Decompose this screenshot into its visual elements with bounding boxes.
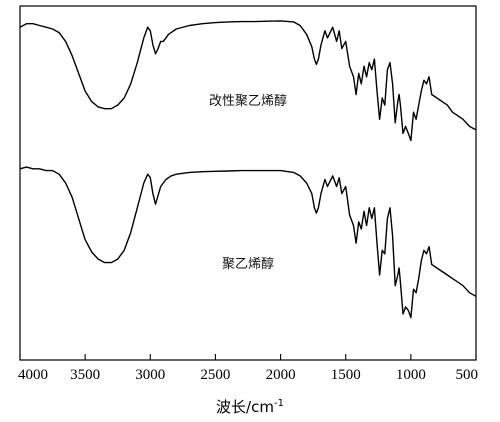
spectrum-traces [19,20,477,319]
series-label-modified-pva: 改性聚乙烯醇 [209,93,287,109]
x-axis-ticks: 4000 3500 3000 2500 2000 1500 1000 500 [18,354,478,383]
x-tick-label-500: 500 [456,367,479,383]
x-axis-label-superscript: -1 [274,398,284,409]
x-axis-label-text: 波长/cm [216,398,274,416]
x-tick-label-3000: 3000 [135,367,165,383]
x-tick-label-4000: 4000 [18,367,48,383]
x-axis-label: 波长/cm-1 [216,398,284,416]
x-tick-label-2500: 2500 [200,367,230,383]
trace-modified-pva [19,20,477,142]
trace-pva [19,166,477,319]
series-label-pva: 聚乙烯醇 [222,256,274,272]
plot-frame [19,5,477,361]
x-tick-label-1000: 1000 [396,367,426,383]
x-tick-label-2000: 2000 [266,367,296,383]
x-tick-label-1500: 1500 [331,367,361,383]
series-labels: 改性聚乙烯醇 聚乙烯醇 [209,93,287,272]
x-tick-label-3500: 3500 [70,367,100,383]
